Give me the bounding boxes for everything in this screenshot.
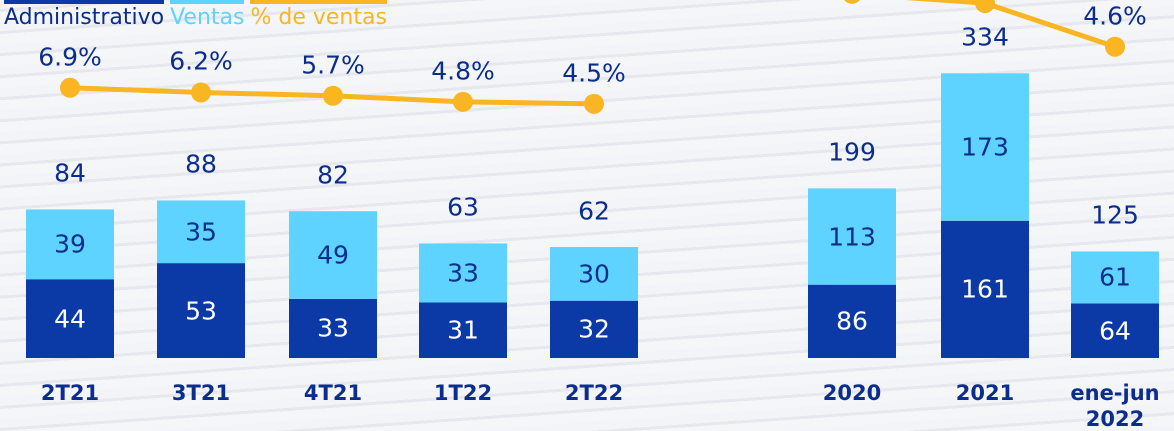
segment-label: 86 [836,306,868,336]
bar-segment [550,247,638,301]
bar-segment [1071,251,1159,304]
line-point [323,85,343,106]
line-point [1105,36,1125,57]
point-label: 6.2% [169,46,233,76]
point-label: 5.7% [301,50,365,80]
segment-label: 113 [828,222,876,252]
total-label: 334 [961,22,1009,52]
bar-segment [1071,303,1159,358]
line-point [584,93,604,114]
bar-segment [419,243,507,303]
bar-segment [941,73,1029,221]
bar-segment [419,302,507,358]
x-tick-label: 2021 [955,381,1015,405]
segment-label: 61 [1099,262,1131,292]
segment-label: 64 [1099,316,1131,346]
line-point [453,91,473,112]
segment-label: 35 [185,217,217,247]
total-label: 63 [447,192,479,222]
segment-label: 31 [447,315,479,345]
x-tick-label: 2T22 [564,381,624,405]
segment-label: 173 [961,132,1009,162]
point-label: 4.6% [1083,1,1147,31]
point-label: 4.8% [431,56,495,86]
total-label: 125 [1091,200,1139,230]
x-tick-label: ene-jun 2022 [1070,381,1160,431]
total-label: 62 [578,196,610,226]
line-point [844,0,860,4]
line-point [60,77,80,98]
x-tick-label: 2T21 [40,381,100,405]
total-label: 88 [185,149,217,179]
point-label: 4.5% [562,58,626,88]
bar-segment [26,209,114,280]
bar-segment [289,298,377,358]
bar-segment [157,263,245,358]
segment-label: 49 [317,240,349,270]
segment-label: 30 [578,259,610,289]
point-label: 6.9% [38,42,102,72]
bar-segment [941,220,1029,358]
total-label: 199 [828,137,876,167]
segment-label: 33 [317,313,349,343]
bar-segment [157,200,245,264]
segment-label: 161 [961,274,1009,304]
x-tick-label: 3T21 [171,381,231,405]
bar-segment [808,284,896,358]
bar-segment [550,300,638,358]
bar-segment [289,211,377,299]
segment-label: 32 [578,314,610,344]
x-tick-label: 2020 [822,381,882,405]
legend-item: Administrativo [4,0,165,31]
segment-label: 44 [54,304,86,334]
total-label: 84 [54,158,86,188]
segment-label: 53 [185,296,217,326]
legend-item: % de ventas [250,0,387,31]
legend: Administrativo Ventas% de ventas [4,0,387,31]
bar-segment [808,188,896,285]
line-point [975,0,995,14]
total-label: 82 [317,160,349,190]
segment-label: 39 [54,229,86,259]
x-tick-label: 1T22 [433,381,493,405]
bar-segment [26,279,114,358]
x-tick-label: 4T21 [303,381,363,405]
legend-item: Ventas [170,0,245,31]
line-point [191,82,211,103]
segment-label: 33 [447,258,479,288]
